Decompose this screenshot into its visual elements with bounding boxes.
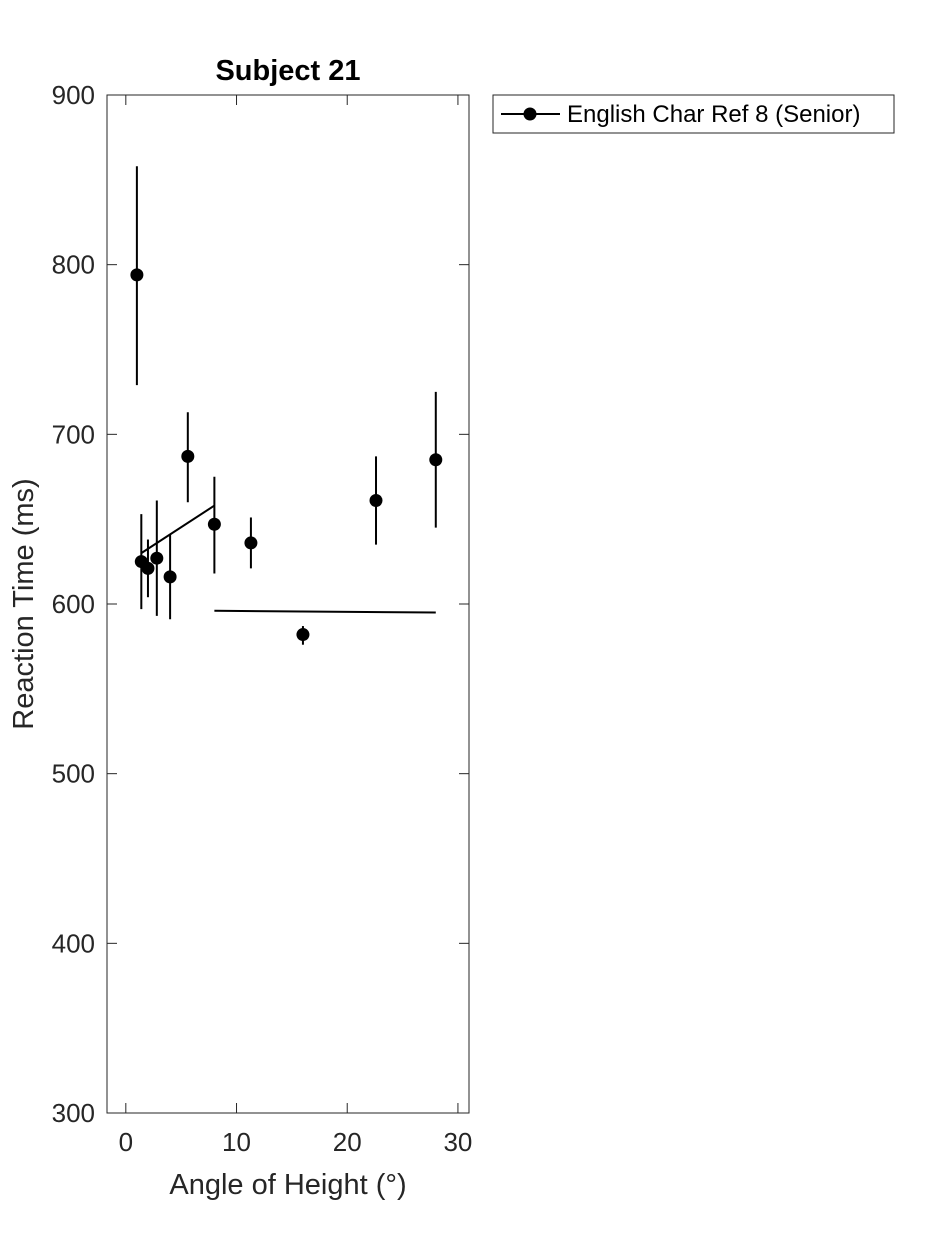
- legend: English Char Ref 8 (Senior): [492, 94, 895, 134]
- y-tick-label-4: 700: [52, 419, 95, 449]
- data-point-5: [181, 449, 195, 463]
- fit-lines: [140, 504, 436, 614]
- data-point-7: [244, 536, 258, 550]
- fit-line-1: [214, 609, 436, 614]
- data-point-9: [369, 494, 383, 508]
- legend-marker-sample: [523, 107, 537, 121]
- data-point-10: [429, 453, 443, 467]
- data-point-3: [150, 551, 164, 565]
- x-tick-label-3: 30: [443, 1127, 472, 1157]
- x-tick-label-1: 10: [222, 1127, 251, 1157]
- data-series: [130, 166, 443, 645]
- y-tick-label-0: 300: [52, 1098, 95, 1128]
- y-axis-title: Reaction Time (ms): [8, 478, 40, 729]
- y-tick-label-6: 900: [52, 80, 95, 110]
- y-tick-label-2: 500: [52, 759, 95, 789]
- data-point-0: [130, 268, 144, 282]
- plot-area: [106, 94, 470, 1114]
- legend-box: [492, 94, 895, 134]
- y-tick-label-5: 800: [52, 250, 95, 280]
- x-axis-title: Angle of Height (°): [169, 1169, 406, 1201]
- x-tick-label-2: 20: [333, 1127, 362, 1157]
- data-point-4: [163, 570, 177, 584]
- axis-ticks: 0 10 20 30 300 400 500 600 700 800 900: [52, 80, 473, 1157]
- x-tick-label-0: 0: [119, 1127, 133, 1157]
- legend-label: English Char Ref 8 (Senior): [567, 101, 860, 128]
- chart-title: Subject 21: [215, 55, 360, 87]
- fit-line-0: [140, 504, 215, 554]
- data-point-8: [296, 628, 310, 642]
- data-point-2: [141, 561, 155, 575]
- y-tick-label-1: 400: [52, 928, 95, 958]
- y-tick-label-3: 600: [52, 589, 95, 619]
- data-point-6: [207, 517, 221, 531]
